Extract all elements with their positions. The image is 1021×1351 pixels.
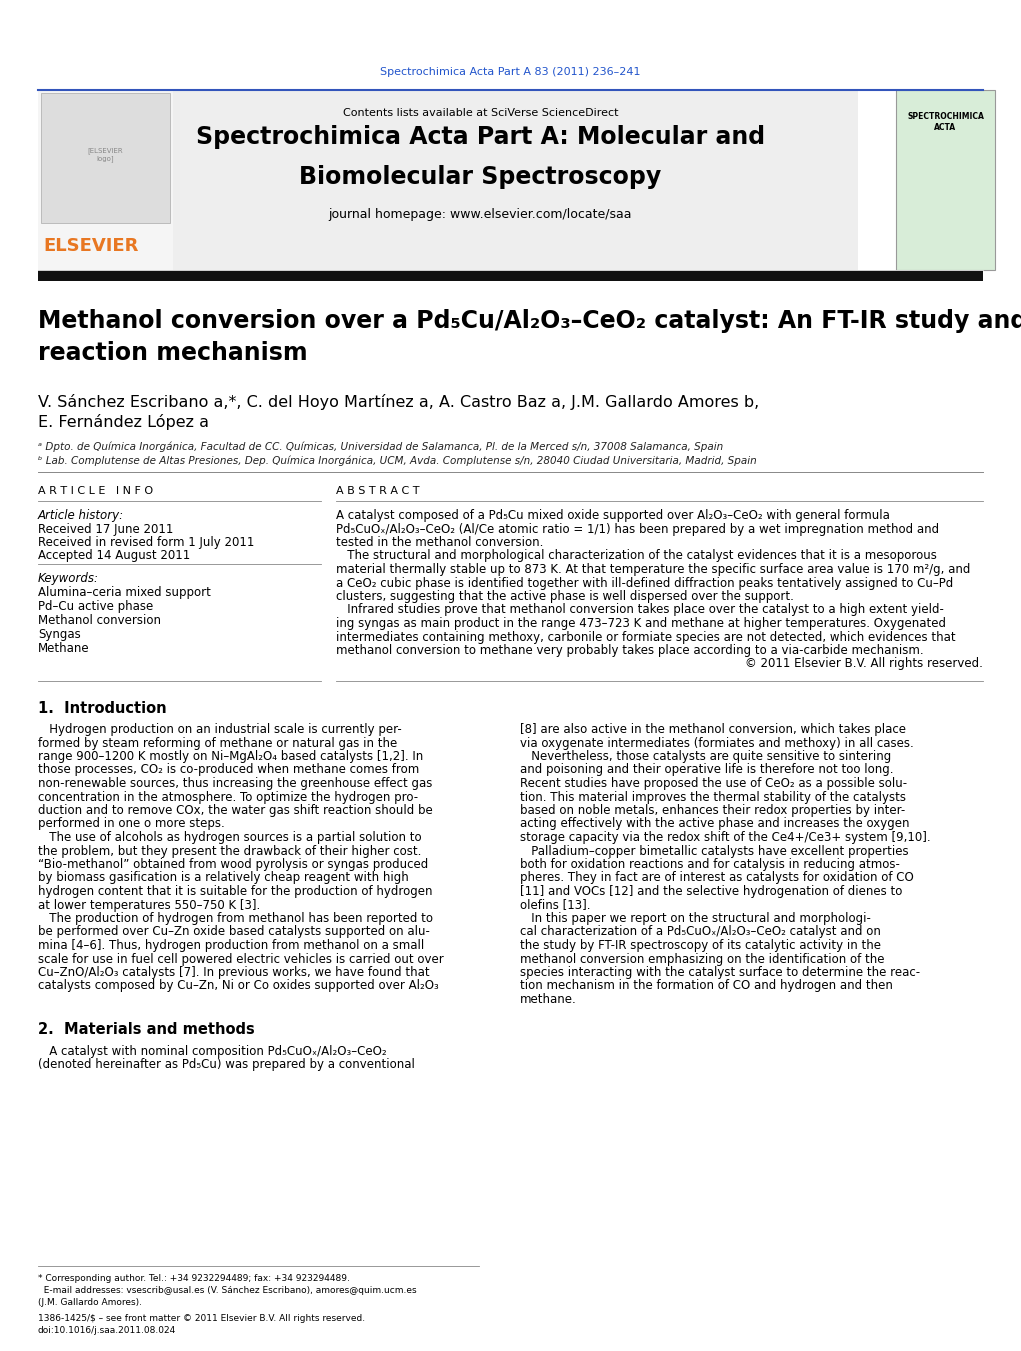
Text: Recent studies have proposed the use of CeO₂ as a possible solu-: Recent studies have proposed the use of … xyxy=(520,777,907,790)
Text: “Bio-methanol” obtained from wood pyrolysis or syngas produced: “Bio-methanol” obtained from wood pyroly… xyxy=(38,858,428,871)
Text: via oxygenate intermediates (formiates and methoxy) in all cases.: via oxygenate intermediates (formiates a… xyxy=(520,736,914,750)
Text: A B S T R A C T: A B S T R A C T xyxy=(336,486,420,496)
Bar xyxy=(38,272,983,281)
Text: range 900–1200 K mostly on Ni–MgAl₂O₄ based catalysts [1,2]. In: range 900–1200 K mostly on Ni–MgAl₂O₄ ba… xyxy=(38,750,424,763)
Text: material thermally stable up to 873 K. At that temperature the specific surface : material thermally stable up to 873 K. A… xyxy=(336,563,970,576)
Text: and poisoning and their operative life is therefore not too long.: and poisoning and their operative life i… xyxy=(520,763,893,777)
Text: cal characterization of a Pd₅CuOₓ/Al₂O₃–CeO₂ catalyst and on: cal characterization of a Pd₅CuOₓ/Al₂O₃–… xyxy=(520,925,881,939)
Text: Pd–Cu active phase: Pd–Cu active phase xyxy=(38,600,153,613)
Text: Infrared studies prove that methanol conversion takes place over the catalyst to: Infrared studies prove that methanol con… xyxy=(336,604,943,616)
Text: Biomolecular Spectroscopy: Biomolecular Spectroscopy xyxy=(299,165,662,189)
Text: (J.M. Gallardo Amores).: (J.M. Gallardo Amores). xyxy=(38,1298,142,1306)
Text: intermediates containing methoxy, carbonile or formiate species are not detected: intermediates containing methoxy, carbon… xyxy=(336,631,956,643)
Text: The production of hydrogen from methanol has been reported to: The production of hydrogen from methanol… xyxy=(38,912,433,925)
Text: species interacting with the catalyst surface to determine the reac-: species interacting with the catalyst su… xyxy=(520,966,920,979)
Text: formed by steam reforming of methane or natural gas in the: formed by steam reforming of methane or … xyxy=(38,736,397,750)
Text: Syngas: Syngas xyxy=(38,628,81,640)
Text: 1386-1425/$ – see front matter © 2011 Elsevier B.V. All rights reserved.: 1386-1425/$ – see front matter © 2011 El… xyxy=(38,1315,366,1323)
Text: Accepted 14 August 2011: Accepted 14 August 2011 xyxy=(38,549,190,562)
Text: E. Fernández López a: E. Fernández López a xyxy=(38,413,209,430)
Text: 2.  Materials and methods: 2. Materials and methods xyxy=(38,1023,255,1038)
Text: © 2011 Elsevier B.V. All rights reserved.: © 2011 Elsevier B.V. All rights reserved… xyxy=(745,658,983,670)
Text: [11] and VOCs [12] and the selective hydrogenation of dienes to: [11] and VOCs [12] and the selective hyd… xyxy=(520,885,903,898)
Text: pheres. They in fact are of interest as catalysts for oxidation of CO: pheres. They in fact are of interest as … xyxy=(520,871,914,885)
Text: duction and to remove COx, the water gas shift reaction should be: duction and to remove COx, the water gas… xyxy=(38,804,433,817)
Text: tion. This material improves the thermal stability of the catalysts: tion. This material improves the thermal… xyxy=(520,790,906,804)
Text: methane.: methane. xyxy=(520,993,577,1006)
Text: Received in revised form 1 July 2011: Received in revised form 1 July 2011 xyxy=(38,536,254,549)
Text: A R T I C L E   I N F O: A R T I C L E I N F O xyxy=(38,486,153,496)
Text: (denoted hereinafter as Pd₅Cu) was prepared by a conventional: (denoted hereinafter as Pd₅Cu) was prepa… xyxy=(38,1058,415,1071)
Bar xyxy=(41,93,171,223)
Text: mina [4–6]. Thus, hydrogen production from methanol on a small: mina [4–6]. Thus, hydrogen production fr… xyxy=(38,939,425,952)
Text: by biomass gasification is a relatively cheap reagent with high: by biomass gasification is a relatively … xyxy=(38,871,408,885)
Text: tested in the methanol conversion.: tested in the methanol conversion. xyxy=(336,536,543,549)
Text: methanol conversion emphasizing on the identification of the: methanol conversion emphasizing on the i… xyxy=(520,952,884,966)
Text: SPECTROCHIMICA
ACTA: SPECTROCHIMICA ACTA xyxy=(907,112,984,132)
Text: storage capacity via the redox shift of the Ce4+/Ce3+ system [9,10].: storage capacity via the redox shift of … xyxy=(520,831,930,844)
Text: doi:10.1016/j.saa.2011.08.024: doi:10.1016/j.saa.2011.08.024 xyxy=(38,1325,177,1335)
Text: hydrogen content that it is suitable for the production of hydrogen: hydrogen content that it is suitable for… xyxy=(38,885,433,898)
Text: A catalyst with nominal composition Pd₅CuOₓ/Al₂O₃–CeO₂: A catalyst with nominal composition Pd₅C… xyxy=(38,1044,387,1058)
Text: Alumina–ceria mixed support: Alumina–ceria mixed support xyxy=(38,586,211,598)
Text: Palladium–copper bimetallic catalysts have excellent properties: Palladium–copper bimetallic catalysts ha… xyxy=(520,844,909,858)
Text: Nevertheless, those catalysts are quite sensitive to sintering: Nevertheless, those catalysts are quite … xyxy=(520,750,891,763)
Text: ᵇ Lab. Complutense de Altas Presiones, Dep. Química Inorgánica, UCM, Avda. Compl: ᵇ Lab. Complutense de Altas Presiones, D… xyxy=(38,457,757,466)
Text: Methane: Methane xyxy=(38,642,90,655)
Text: Cu–ZnO/Al₂O₃ catalysts [7]. In previous works, we have found that: Cu–ZnO/Al₂O₃ catalysts [7]. In previous … xyxy=(38,966,430,979)
Text: Article history:: Article history: xyxy=(38,509,125,521)
Text: Spectrochimica Acta Part A 83 (2011) 236–241: Spectrochimica Acta Part A 83 (2011) 236… xyxy=(380,68,641,77)
Text: Spectrochimica Acta Part A: Molecular and: Spectrochimica Acta Part A: Molecular an… xyxy=(196,126,765,149)
Text: E-mail addresses: vsescrib@usal.es (V. Sánchez Escribano), amores@quim.ucm.es: E-mail addresses: vsescrib@usal.es (V. S… xyxy=(38,1286,417,1296)
Text: tion mechanism in the formation of CO and hydrogen and then: tion mechanism in the formation of CO an… xyxy=(520,979,893,993)
Text: Hydrogen production on an industrial scale is currently per-: Hydrogen production on an industrial sca… xyxy=(38,723,401,736)
Text: at lower temperatures 550–750 K [3].: at lower temperatures 550–750 K [3]. xyxy=(38,898,260,912)
Bar xyxy=(38,91,173,270)
Text: reaction mechanism: reaction mechanism xyxy=(38,340,307,365)
Text: ELSEVIER: ELSEVIER xyxy=(43,236,139,255)
Text: the problem, but they present the drawback of their higher cost.: the problem, but they present the drawba… xyxy=(38,844,422,858)
Text: * Corresponding author. Tel.: +34 9232294489; fax: +34 923294489.: * Corresponding author. Tel.: +34 923229… xyxy=(38,1274,350,1283)
Text: The use of alcohols as hydrogen sources is a partial solution to: The use of alcohols as hydrogen sources … xyxy=(38,831,422,844)
Text: [ELSEVIER
logo]: [ELSEVIER logo] xyxy=(88,147,124,162)
Bar xyxy=(896,91,995,270)
Text: non-renewable sources, thus increasing the greenhouse effect gas: non-renewable sources, thus increasing t… xyxy=(38,777,432,790)
Text: V. Sánchez Escribano a,*, C. del Hoyo Martínez a, A. Castro Baz a, J.M. Gallardo: V. Sánchez Escribano a,*, C. del Hoyo Ma… xyxy=(38,394,760,409)
Text: olefins [13].: olefins [13]. xyxy=(520,898,590,912)
Text: both for oxidation reactions and for catalysis in reducing atmos-: both for oxidation reactions and for cat… xyxy=(520,858,900,871)
Text: performed in one o more steps.: performed in one o more steps. xyxy=(38,817,225,831)
Text: those processes, CO₂ is co-produced when methane comes from: those processes, CO₂ is co-produced when… xyxy=(38,763,420,777)
Text: Received 17 June 2011: Received 17 June 2011 xyxy=(38,523,174,536)
Text: the study by FT-IR spectroscopy of its catalytic activity in the: the study by FT-IR spectroscopy of its c… xyxy=(520,939,881,952)
Text: Pd₅CuOₓ/Al₂O₃–CeO₂ (Al/Ce atomic ratio = 1/1) has been prepared by a wet impregn: Pd₅CuOₓ/Al₂O₃–CeO₂ (Al/Ce atomic ratio =… xyxy=(336,523,939,535)
Text: a CeO₂ cubic phase is identified together with ill-defined diffraction peaks ten: a CeO₂ cubic phase is identified togethe… xyxy=(336,577,954,589)
Text: [8] are also active in the methanol conversion, which takes place: [8] are also active in the methanol conv… xyxy=(520,723,906,736)
Text: concentration in the atmosphere. To optimize the hydrogen pro-: concentration in the atmosphere. To opti… xyxy=(38,790,419,804)
Text: journal homepage: www.elsevier.com/locate/saa: journal homepage: www.elsevier.com/locat… xyxy=(329,208,632,222)
Bar xyxy=(173,91,858,270)
Text: acting effectively with the active phase and increases the oxygen: acting effectively with the active phase… xyxy=(520,817,910,831)
Text: methanol conversion to methane very probably takes place according to a via-carb: methanol conversion to methane very prob… xyxy=(336,644,924,657)
Text: A catalyst composed of a Pd₅Cu mixed oxide supported over Al₂O₃–CeO₂ with genera: A catalyst composed of a Pd₅Cu mixed oxi… xyxy=(336,509,890,521)
Text: Methanol conversion over a Pd₅Cu/Al₂O₃–CeO₂ catalyst: An FT-IR study and: Methanol conversion over a Pd₅Cu/Al₂O₃–C… xyxy=(38,309,1021,332)
Text: Methanol conversion: Methanol conversion xyxy=(38,613,161,627)
Text: catalysts composed by Cu–Zn, Ni or Co oxides supported over Al₂O₃: catalysts composed by Cu–Zn, Ni or Co ox… xyxy=(38,979,439,993)
Text: clusters, suggesting that the active phase is well dispersed over the support.: clusters, suggesting that the active pha… xyxy=(336,590,794,603)
Text: based on noble metals, enhances their redox properties by inter-: based on noble metals, enhances their re… xyxy=(520,804,906,817)
Text: Contents lists available at SciVerse ScienceDirect: Contents lists available at SciVerse Sci… xyxy=(343,108,619,118)
Text: ing syngas as main product in the range 473–723 K and methane at higher temperat: ing syngas as main product in the range … xyxy=(336,617,946,630)
Text: 1.  Introduction: 1. Introduction xyxy=(38,701,166,716)
Text: ᵃ Dpto. de Química Inorgánica, Facultad de CC. Químicas, Universidad de Salamanc: ᵃ Dpto. de Química Inorgánica, Facultad … xyxy=(38,442,723,453)
Text: Keywords:: Keywords: xyxy=(38,571,99,585)
Text: In this paper we report on the structural and morphologi-: In this paper we report on the structura… xyxy=(520,912,871,925)
Text: scale for use in fuel cell powered electric vehicles is carried out over: scale for use in fuel cell powered elect… xyxy=(38,952,444,966)
Text: The structural and morphological characterization of the catalyst evidences that: The structural and morphological charact… xyxy=(336,550,937,562)
Text: be performed over Cu–Zn oxide based catalysts supported on alu-: be performed over Cu–Zn oxide based cata… xyxy=(38,925,430,939)
